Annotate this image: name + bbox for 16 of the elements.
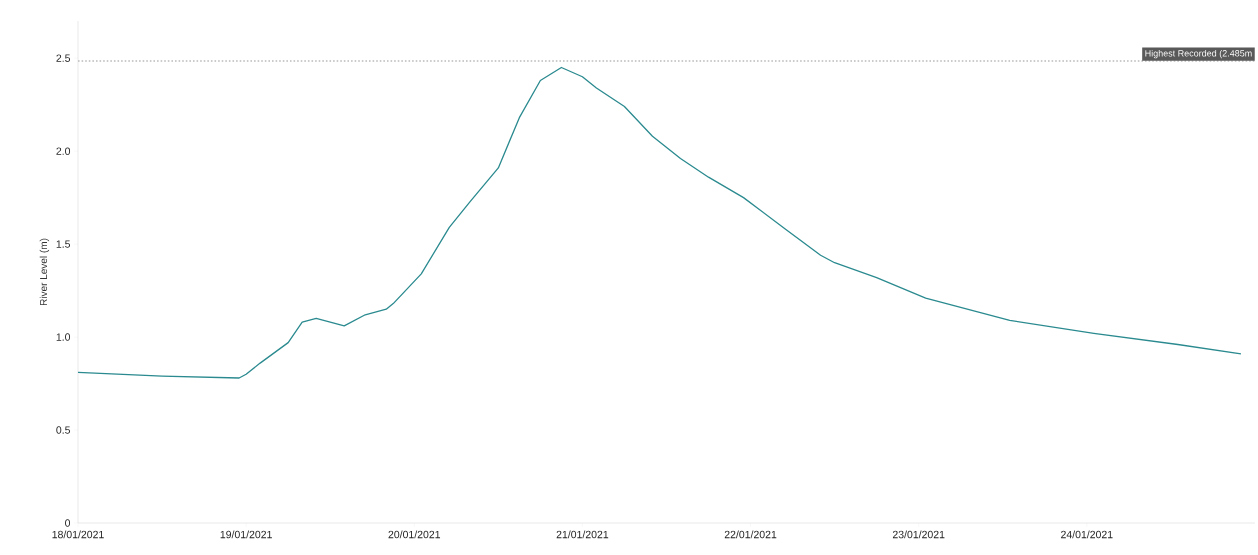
x-tick-label: 18/01/2021 <box>52 530 104 539</box>
x-tick-label: 21/01/2021 <box>556 530 609 539</box>
y-tick-label: 2.0 <box>56 147 71 155</box>
y-tick-label: 2.5 <box>56 54 71 62</box>
x-tick-label: 22/01/2021 <box>724 530 777 539</box>
y-tick-label: 0.5 <box>56 426 71 434</box>
line-series <box>77 66 1242 379</box>
x-tick-label: 20/01/2021 <box>388 530 441 539</box>
x-tick-label: 24/01/2021 <box>1061 530 1113 539</box>
x-tick-label: 23/01/2021 <box>892 530 945 539</box>
y-tick-label: 1.5 <box>56 240 71 248</box>
x-tick-label: 19/01/2021 <box>220 530 272 539</box>
y-tick-label: 0 <box>65 519 71 527</box>
y-axis-title: River Level (m) <box>39 238 50 306</box>
y-tick-label: 1.0 <box>56 333 71 341</box>
ref-line-label: Highest Recorded (2.485m <box>1145 49 1252 59</box>
